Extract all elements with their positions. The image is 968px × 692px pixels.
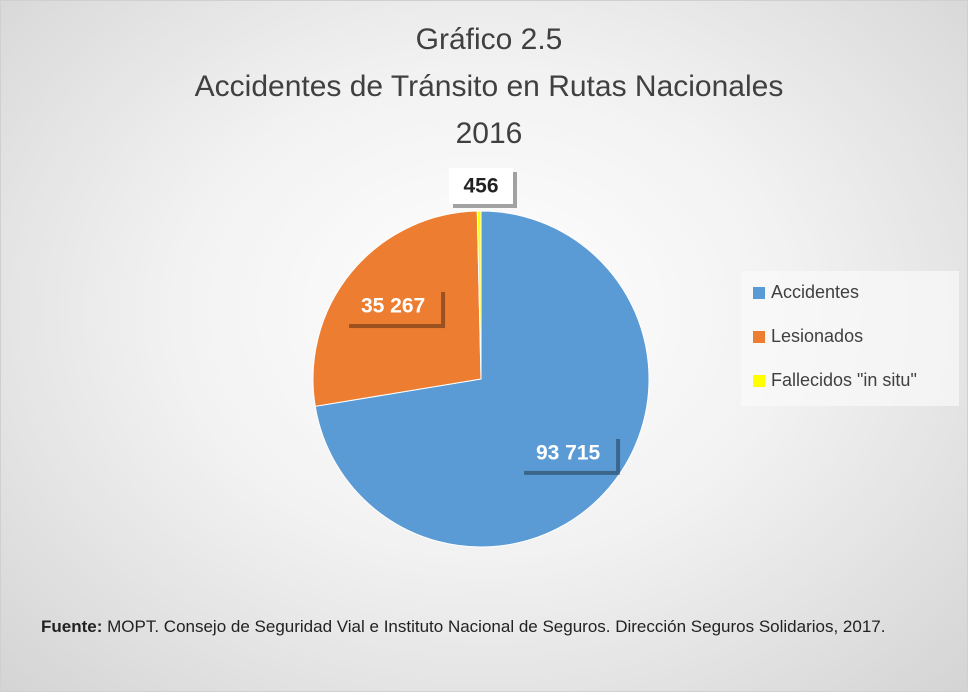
data-label: 35 267 xyxy=(361,295,425,318)
source-note: Fuente: MOPT. Consejo de Seguridad Vial … xyxy=(41,611,961,643)
pie-slice xyxy=(476,210,482,380)
label-box xyxy=(449,168,513,204)
source-text: MOPT. Consejo de Seguridad Vial e Instit… xyxy=(107,617,886,636)
legend-swatch xyxy=(753,287,765,299)
data-label: 93 715 xyxy=(536,441,601,464)
legend-swatch xyxy=(753,331,765,343)
data-label: 456 xyxy=(463,175,498,198)
legend-label: Fallecidos "in situ" xyxy=(771,370,917,390)
label-box xyxy=(345,288,442,325)
chart: Gráfico 2.5 Accidentes de Tránsito en Rut… xyxy=(195,23,959,548)
chart-title: Accidentes de Tránsito en Rutas Nacional… xyxy=(195,70,784,103)
label-box xyxy=(520,434,617,471)
legend-box xyxy=(741,271,959,406)
legend-label: Lesionados xyxy=(771,326,863,346)
chart-title: Gráfico 2.5 xyxy=(416,23,563,56)
legend-label: Accidentes xyxy=(771,282,859,302)
chart-title: 2016 xyxy=(456,117,523,150)
source-label: Fuente: xyxy=(41,617,103,636)
legend-swatch xyxy=(753,375,765,387)
